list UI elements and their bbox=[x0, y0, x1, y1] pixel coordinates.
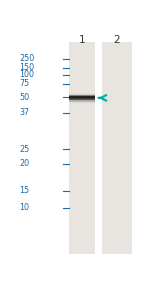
Bar bbox=[69, 42, 95, 254]
Bar bbox=[69, 94, 95, 95]
Bar bbox=[69, 100, 95, 101]
Text: 100: 100 bbox=[19, 70, 34, 79]
Bar bbox=[69, 98, 95, 99]
Text: 75: 75 bbox=[19, 79, 30, 88]
Bar bbox=[69, 101, 95, 102]
Text: 50: 50 bbox=[19, 93, 29, 102]
Bar bbox=[69, 95, 95, 96]
Bar bbox=[102, 42, 132, 254]
Text: 10: 10 bbox=[19, 203, 29, 212]
Bar bbox=[69, 97, 95, 98]
Text: 150: 150 bbox=[19, 63, 34, 72]
Bar bbox=[69, 102, 95, 103]
Bar bbox=[69, 96, 95, 97]
Text: 250: 250 bbox=[19, 54, 35, 63]
Text: 25: 25 bbox=[19, 144, 30, 154]
Bar bbox=[69, 93, 95, 94]
Text: 20: 20 bbox=[19, 159, 29, 168]
Bar bbox=[69, 96, 95, 97]
Text: 37: 37 bbox=[19, 108, 29, 117]
Bar bbox=[69, 98, 95, 99]
Bar bbox=[69, 93, 95, 94]
Text: 15: 15 bbox=[19, 186, 29, 195]
Text: 2: 2 bbox=[114, 35, 120, 45]
Bar bbox=[69, 100, 95, 101]
Text: 1: 1 bbox=[79, 35, 85, 45]
Bar bbox=[69, 99, 95, 100]
